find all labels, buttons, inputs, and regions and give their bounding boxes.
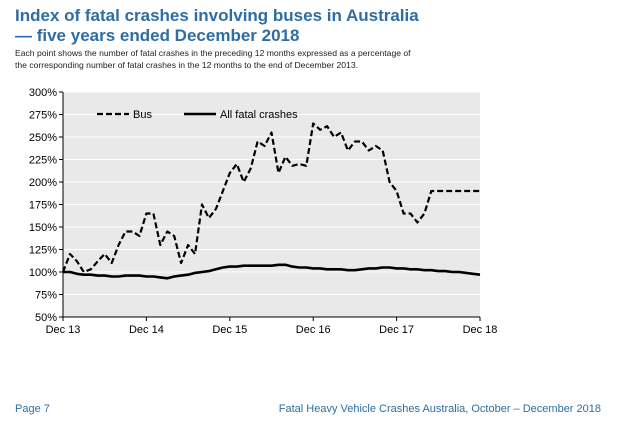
x-tick-label: Dec 17: [379, 324, 414, 336]
x-tick-label: Dec 13: [46, 324, 81, 336]
y-tick-label: 275%: [29, 110, 57, 122]
y-tick-label: 75%: [35, 290, 57, 302]
y-tick-label: 100%: [29, 267, 57, 279]
y-tick-label: 300%: [29, 87, 57, 99]
page-number: Page 7: [15, 403, 50, 415]
y-tick-label: 250%: [29, 132, 57, 144]
y-tick-label: 125%: [29, 245, 57, 257]
x-tick-label: Dec 14: [129, 324, 164, 336]
series-line-bus: [61, 122, 480, 274]
chart-frame: 50% 75% 100% 125% 150% 175% 200% 225% 250% 275% 30…: [14, 84, 512, 340]
y-tick-label: 150%: [29, 222, 57, 234]
legend-label: All fatal crashes: [220, 109, 298, 121]
x-tick-label: Dec 18: [463, 324, 498, 336]
x-tick-label: Dec 15: [212, 324, 247, 336]
legend-label: Bus: [133, 109, 152, 121]
chart-title-line1: Index of fatal crashes involving buses i…: [15, 6, 419, 25]
chart-title-line2: — five years ended December 2018: [15, 26, 300, 45]
series-line-all-fatal-crashes: [63, 263, 481, 280]
y-tick-label: 175%: [29, 200, 57, 212]
chart-description-line1: Each point shows the number of fatal cra…: [15, 48, 411, 58]
chart-description: Each point shows the number of fatal cra…: [15, 47, 615, 71]
line-chart: 50% 75% 100% 125% 150% 175% 200% 225% 250% 275% 30…: [29, 87, 498, 336]
y-tick-label: 50%: [35, 312, 57, 324]
x-tick-label: Dec 16: [296, 324, 331, 336]
chart-description-line2: the corresponding number of fatal crashe…: [15, 60, 359, 70]
y-tick-label: 200%: [29, 177, 57, 189]
publication-title: Fatal Heavy Vehicle Crashes Australia, O…: [278, 403, 601, 415]
chart-title: Index of fatal crashes involving buses i…: [15, 6, 615, 46]
y-tick-label: 225%: [29, 155, 57, 167]
